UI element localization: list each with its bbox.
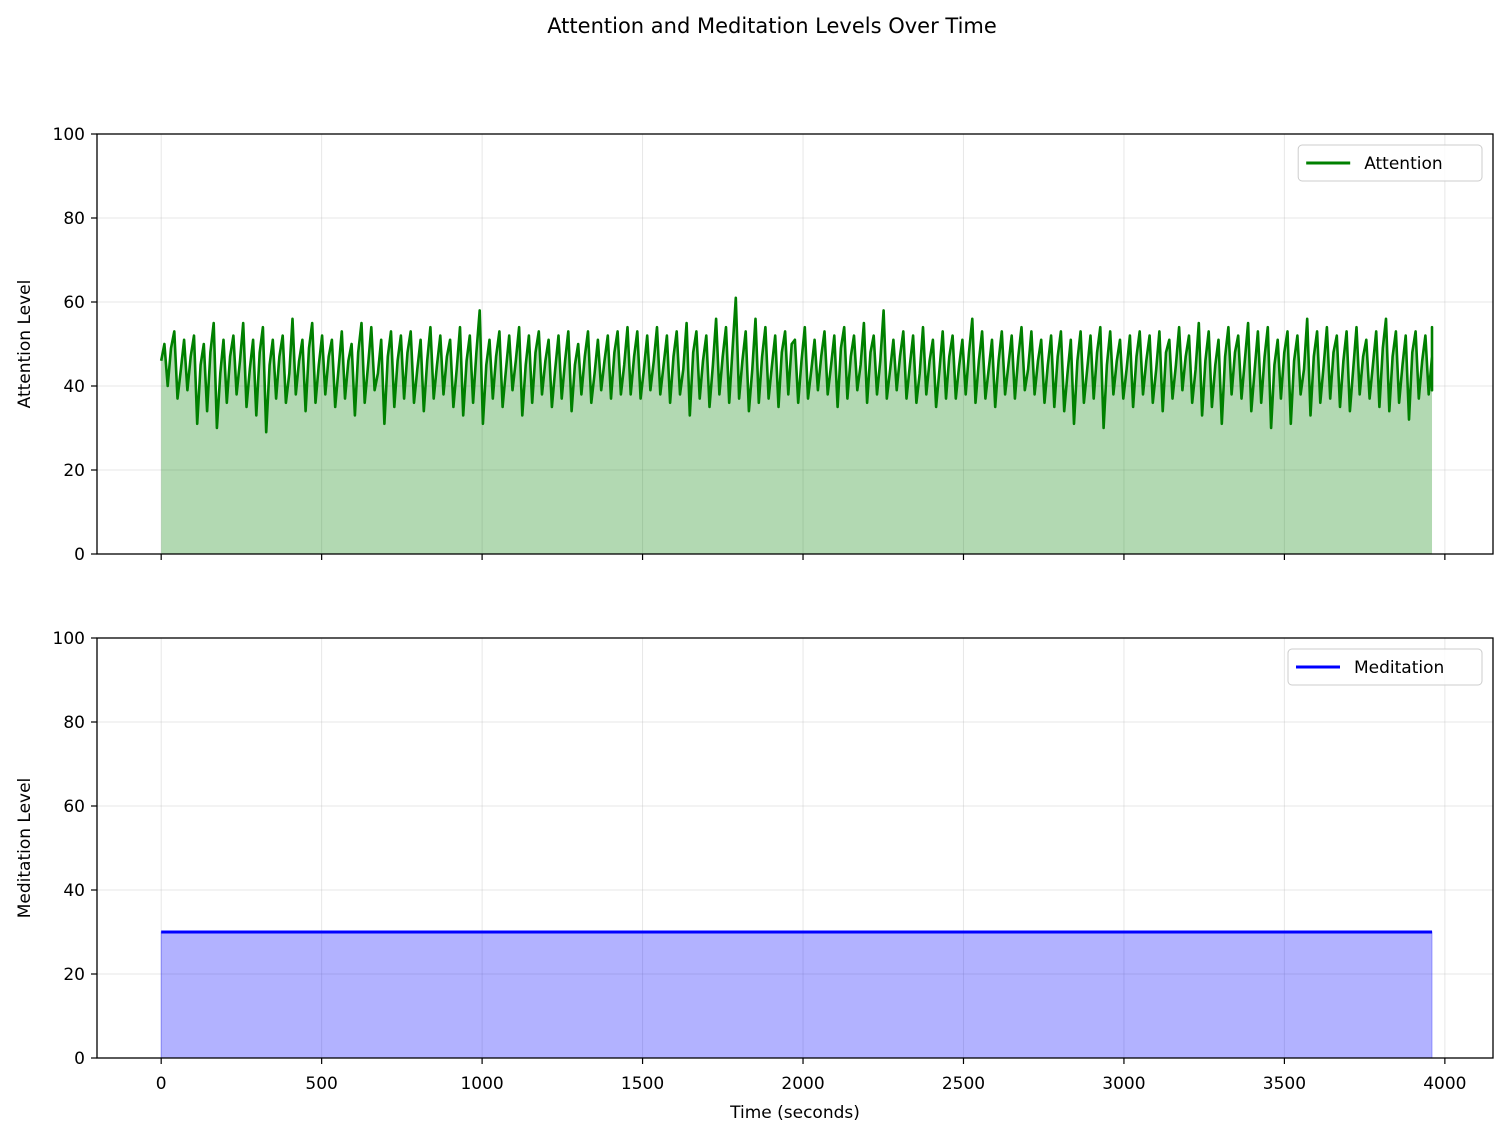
y-tick-label: 80 [63, 209, 85, 229]
x-axis-label: Time (seconds) [729, 1103, 860, 1123]
chart-panel-attention: 0 20 40 60 80 100 Attention Level Attention [15, 125, 1494, 565]
y-tick-label: 60 [63, 797, 85, 817]
legend-box [1297, 144, 1483, 182]
y-tick-label: 0 [74, 1049, 85, 1069]
legend-label: Attention [1364, 154, 1442, 174]
x-tick-label: 3000 [1102, 1074, 1145, 1094]
x-tick-label: 4000 [1423, 1074, 1466, 1094]
y-axis-label: Meditation Level [15, 778, 35, 919]
figure-title: Attention and Meditation Levels Over Tim… [547, 14, 997, 38]
x-tick-label: 2000 [781, 1074, 824, 1094]
y-tick-label: 40 [63, 377, 85, 397]
y-tick-label: 80 [63, 713, 85, 733]
y-tick-label: 100 [53, 125, 85, 145]
axes-frame [96, 133, 1494, 555]
series-fill-meditation [160, 931, 1433, 1059]
x-tick-label: 1500 [621, 1074, 664, 1094]
series-meditation [160, 930, 1433, 1059]
y-tick-label: 20 [63, 461, 85, 481]
y-tick-label: 60 [63, 293, 85, 313]
series-line-attention [159, 296, 1434, 434]
x-tick-label: 0 [156, 1074, 167, 1094]
y-tick-label: 40 [63, 881, 85, 901]
series-fill-attention [161, 297, 1433, 554]
y-tick-label: 20 [63, 965, 85, 985]
axes-frame [96, 637, 1494, 1059]
y-tick-label: 0 [74, 545, 85, 565]
x-tick-label: 3500 [1263, 1074, 1306, 1094]
x-tick-label: 500 [305, 1074, 337, 1094]
charts-layer: 0 20 40 60 80 100 Attention Level Attention 0 20 4… [15, 125, 1494, 1123]
legend: Attention [1297, 144, 1483, 182]
y-tick-label: 100 [53, 629, 85, 649]
y-axis-label: Attention Level [15, 280, 35, 409]
legend: Meditation [1287, 648, 1483, 686]
legend-box [1287, 648, 1483, 686]
x-tick-label: 1000 [460, 1074, 503, 1094]
series-attention [159, 296, 1434, 554]
x-tick-label: 2500 [942, 1074, 985, 1094]
legend-label: Meditation [1354, 658, 1444, 678]
